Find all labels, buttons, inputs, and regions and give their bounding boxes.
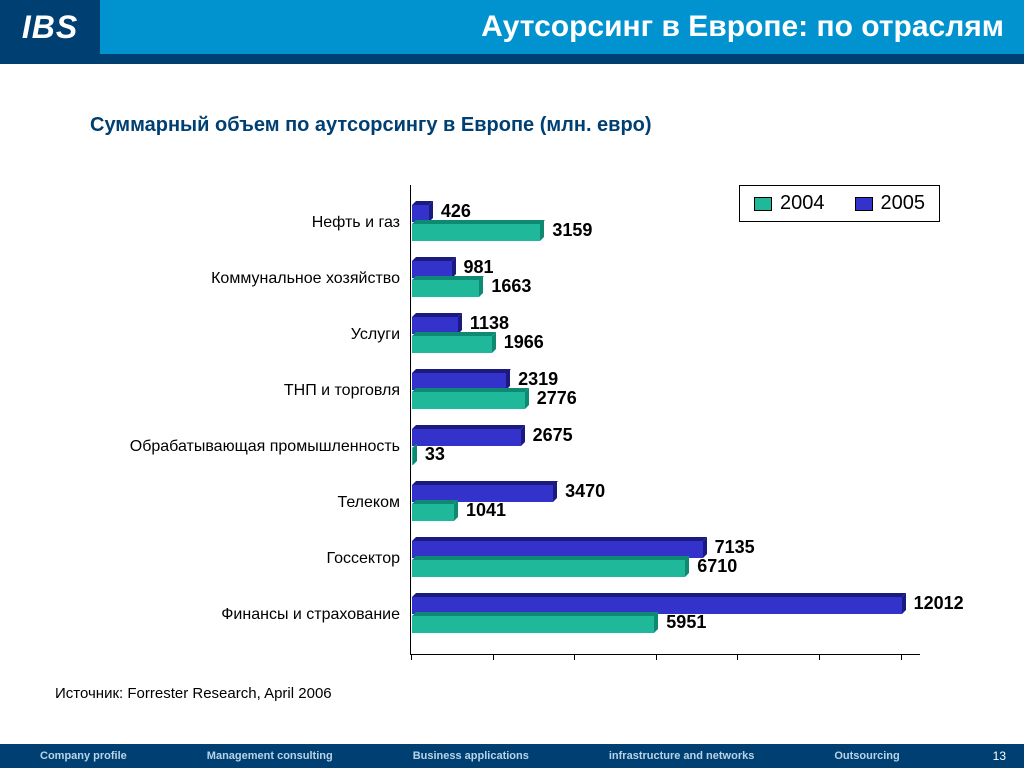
x-tick bbox=[411, 654, 412, 660]
legend-label-2005: 2005 bbox=[881, 192, 926, 215]
bar-chart: Нефть и газ 426 3159 Коммунальное хозяйство… bbox=[120, 185, 960, 660]
legend-2004: 2004 bbox=[754, 192, 825, 215]
bar-2004 bbox=[412, 504, 454, 521]
footer-item: infrastructure and networks bbox=[569, 750, 794, 762]
x-tick bbox=[901, 654, 902, 660]
bar-2004 bbox=[412, 336, 492, 353]
value-2004: 3159 bbox=[552, 220, 592, 241]
value-2005: 426 bbox=[441, 201, 471, 222]
chart-row: Телеком 3470 1041 bbox=[120, 475, 960, 531]
slide-header: IBS Аутсорсинг в Европе: по отраслям bbox=[0, 0, 1024, 54]
chart-row: Финансы и страхование120125951 bbox=[120, 587, 960, 643]
legend-label-2004: 2004 bbox=[780, 192, 825, 215]
ibs-logo: IBS bbox=[0, 0, 100, 54]
legend-swatch-2004 bbox=[754, 197, 772, 211]
bar-2004 bbox=[412, 560, 686, 577]
bar-2004 bbox=[412, 280, 480, 297]
header-strip bbox=[0, 54, 1024, 64]
value-2005: 3470 bbox=[565, 481, 605, 502]
category-label: Услуги bbox=[120, 326, 400, 344]
value-2004: 5951 bbox=[666, 612, 706, 633]
category-label: Финансы и страхование bbox=[120, 606, 400, 624]
x-tick bbox=[493, 654, 494, 660]
chart-row: Услуги 11381966 bbox=[120, 307, 960, 363]
legend-swatch-2005 bbox=[855, 197, 873, 211]
value-2005: 12012 bbox=[914, 593, 964, 614]
chart-row: Госсектор 71356710 bbox=[120, 531, 960, 587]
value-2004: 1966 bbox=[504, 332, 544, 353]
bar-2004 bbox=[412, 392, 525, 409]
x-tick bbox=[574, 654, 575, 660]
value-2004: 1041 bbox=[466, 500, 506, 521]
x-tick bbox=[819, 654, 820, 660]
value-2005: 2319 bbox=[518, 369, 558, 390]
chart-row: Обрабатывающая промышленность 2675 33 bbox=[120, 419, 960, 475]
slide-footer: Company profileManagement consultingBusi… bbox=[0, 744, 1024, 768]
value-2005: 2675 bbox=[533, 425, 573, 446]
value-2004: 6710 bbox=[697, 556, 737, 577]
footer-item: Company profile bbox=[0, 750, 167, 762]
footer-item: Outsourcing bbox=[794, 750, 939, 762]
x-tick bbox=[656, 654, 657, 660]
category-label: Обрабатывающая промышленность bbox=[120, 438, 400, 456]
bar-2004 bbox=[412, 224, 541, 241]
source-text: Источник: Forrester Research, April 2006 bbox=[55, 685, 332, 702]
value-2005: 1138 bbox=[470, 313, 509, 334]
legend-2005: 2005 bbox=[855, 192, 926, 215]
category-label: Нефть и газ bbox=[120, 214, 400, 232]
value-2004: 2776 bbox=[537, 388, 577, 409]
chart-row: Коммунальное хозяйство 9811663 bbox=[120, 251, 960, 307]
value-2005: 7135 bbox=[715, 537, 755, 558]
category-label: Коммунальное хозяйство bbox=[120, 270, 400, 288]
bar-2004 bbox=[412, 616, 655, 633]
chart-subtitle: Суммарный объем по аутсорсингу в Европе … bbox=[90, 114, 1024, 137]
value-2004: 1663 bbox=[491, 276, 531, 297]
page-title: Аутсорсинг в Европе: по отраслям bbox=[100, 10, 1024, 44]
value-2004: 33 bbox=[425, 444, 445, 465]
footer-item: Business applications bbox=[373, 750, 569, 762]
chart-legend: 2004 2005 bbox=[739, 185, 940, 222]
page-number: 13 bbox=[985, 747, 1014, 765]
value-2005: 981 bbox=[464, 257, 494, 278]
category-label: ТНП и торговля bbox=[120, 382, 400, 400]
chart-row: ТНП и торговля 23192776 bbox=[120, 363, 960, 419]
category-label: Госсектор bbox=[120, 550, 400, 568]
category-label: Телеком bbox=[120, 494, 400, 512]
footer-item: Management consulting bbox=[167, 750, 373, 762]
bar-2004 bbox=[412, 448, 413, 465]
x-tick bbox=[737, 654, 738, 660]
